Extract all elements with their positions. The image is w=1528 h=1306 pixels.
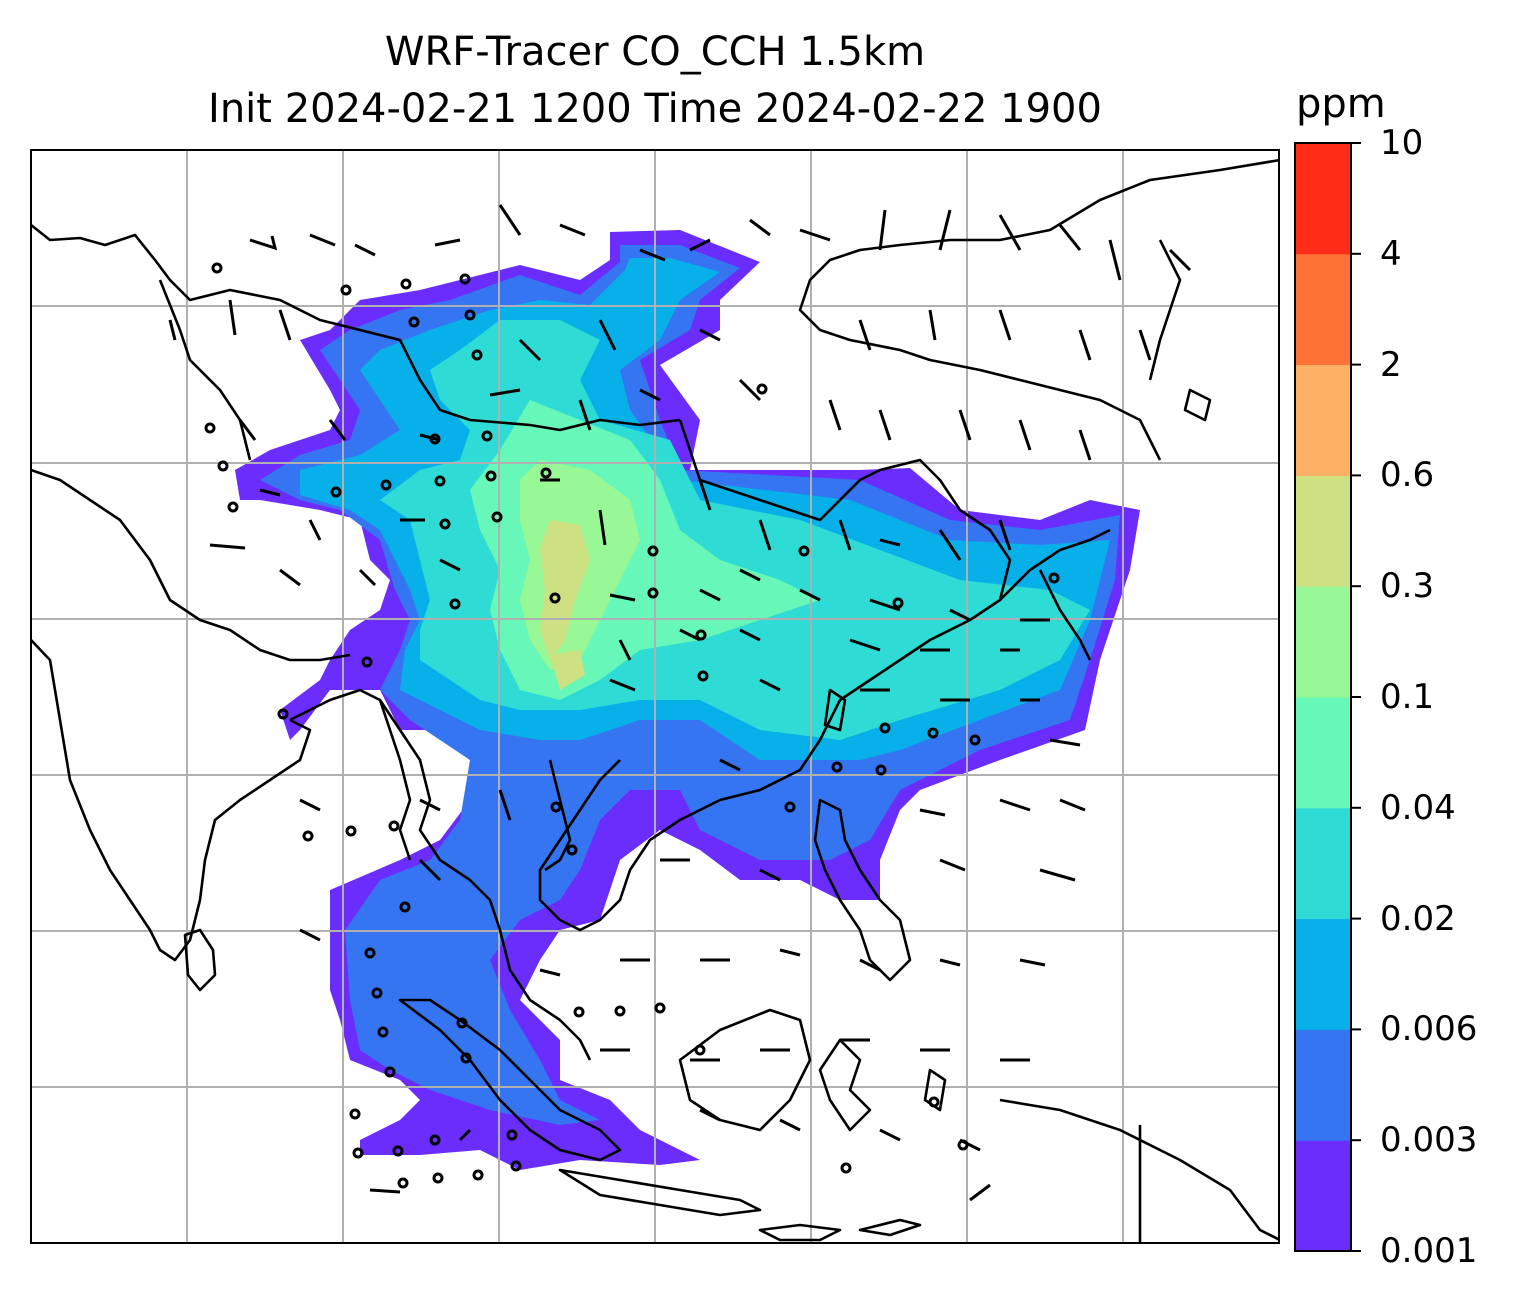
contour-0-3-b (550, 650, 585, 690)
map-title-line2: Init 2024-02-21 1200 Time 2024-02-22 190… (208, 86, 1102, 132)
colorbar-tick-label: 0.001 (1380, 1231, 1478, 1271)
colorbar (1294, 142, 1361, 1252)
colorbar-bin (1295, 586, 1351, 698)
colorbar-tick-label: 0.1 (1380, 677, 1435, 717)
colorbar-bin (1295, 807, 1351, 920)
colorbar-bin (1295, 253, 1351, 366)
tracer-field (235, 230, 1140, 1170)
map-title-line1: WRF-Tracer CO_CCH 1.5km (384, 29, 926, 75)
colorbar-bins (1295, 143, 1351, 1252)
colorbar-bin (1295, 1140, 1351, 1252)
colorbar-bin (1295, 1029, 1351, 1141)
colorbar-bin (1295, 475, 1351, 587)
colorbar-tick-label: 0.04 (1380, 787, 1456, 828)
colorbar-bin (1295, 918, 1351, 1030)
colorbar-tick-label: 0.006 (1380, 1009, 1478, 1050)
colorbar-tick-label: 0.3 (1380, 566, 1435, 607)
gridlines (31, 150, 1279, 1244)
colorbar-tick-label: 4 (1380, 233, 1402, 274)
colorbar-tick-label: 0.6 (1380, 455, 1435, 496)
colorbar-ticks (1351, 142, 1361, 1252)
calm-wind-markers (204, 262, 1060, 1189)
colorbar-tick-label: 0.02 (1380, 898, 1456, 939)
map-frame (30, 149, 1280, 1244)
colorbar-unit: ppm (1296, 81, 1386, 127)
colorbar-tick-label: 10 (1380, 123, 1424, 163)
colorbar-tick-label: 0.003 (1380, 1120, 1478, 1161)
colorbar-bin (1295, 697, 1351, 809)
coastlines (31, 158, 1279, 1243)
contour-0-3 (540, 520, 590, 660)
colorbar-tick-label: 2 (1380, 344, 1402, 385)
colorbar-bin (1295, 364, 1351, 476)
colorbar-bin (1295, 143, 1351, 255)
